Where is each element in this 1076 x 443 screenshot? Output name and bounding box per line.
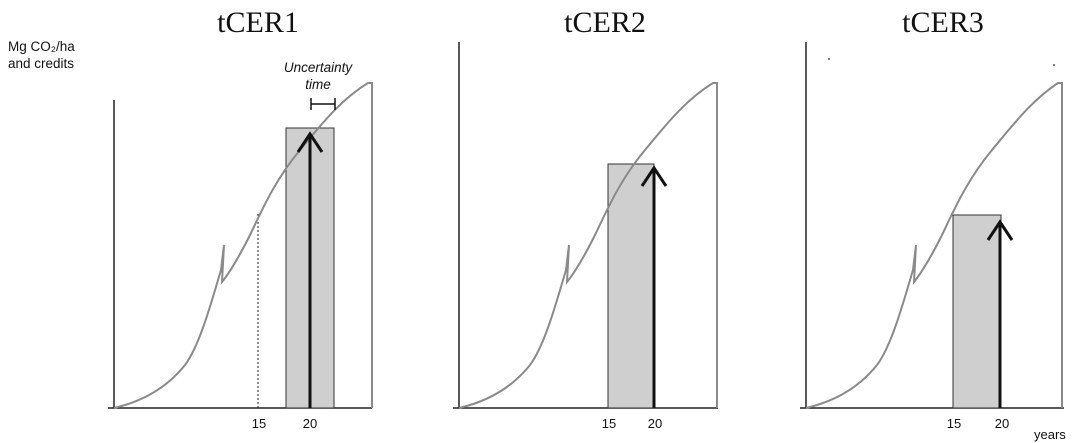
panel-1 <box>108 82 373 409</box>
panel-2-credit-bar <box>607 163 655 409</box>
panel-2-growth-curve <box>458 82 718 409</box>
uncertainty-time-label: Uncertainty time <box>268 59 368 93</box>
panel-2-tick-20: 20 <box>647 416 663 431</box>
panel-3-credit-bar <box>952 214 1002 409</box>
y-axis-label: Mg CO₂/ha and credits <box>8 38 118 72</box>
y-axis-label-line2: and credits <box>8 56 75 71</box>
x-axis-unit: years <box>1034 427 1066 442</box>
panel-2-title: tCER2 <box>564 6 646 39</box>
panel-2 <box>453 42 718 409</box>
speck-dot <box>1053 64 1055 66</box>
uncertainty-label-line1: Uncertainty <box>283 60 353 75</box>
panel-3-credit-arrowhead <box>986 219 1014 241</box>
panel-3 <box>800 42 1064 409</box>
panel-2-tick-15: 15 <box>601 416 617 431</box>
panel-3-tick-15: 15 <box>946 416 962 431</box>
panel-3-tick-20: 20 <box>994 416 1010 431</box>
panel-1-tick-15: 15 <box>251 416 267 431</box>
panel-3-growth-curve <box>805 82 1063 409</box>
uncertainty-label-line2: time <box>305 77 331 92</box>
panel-1-title: tCER1 <box>217 6 299 39</box>
panel-1-credit-arrowhead <box>296 131 324 153</box>
panel-3-title: tCER3 <box>902 6 984 39</box>
speck-dot <box>828 58 830 60</box>
panel-2-credit-arrowhead <box>640 165 668 187</box>
panel-1-tick-20: 20 <box>302 416 318 431</box>
y-axis-label-line1: Mg CO₂/ha <box>8 39 75 54</box>
panel-1-growth-curve <box>113 82 373 409</box>
